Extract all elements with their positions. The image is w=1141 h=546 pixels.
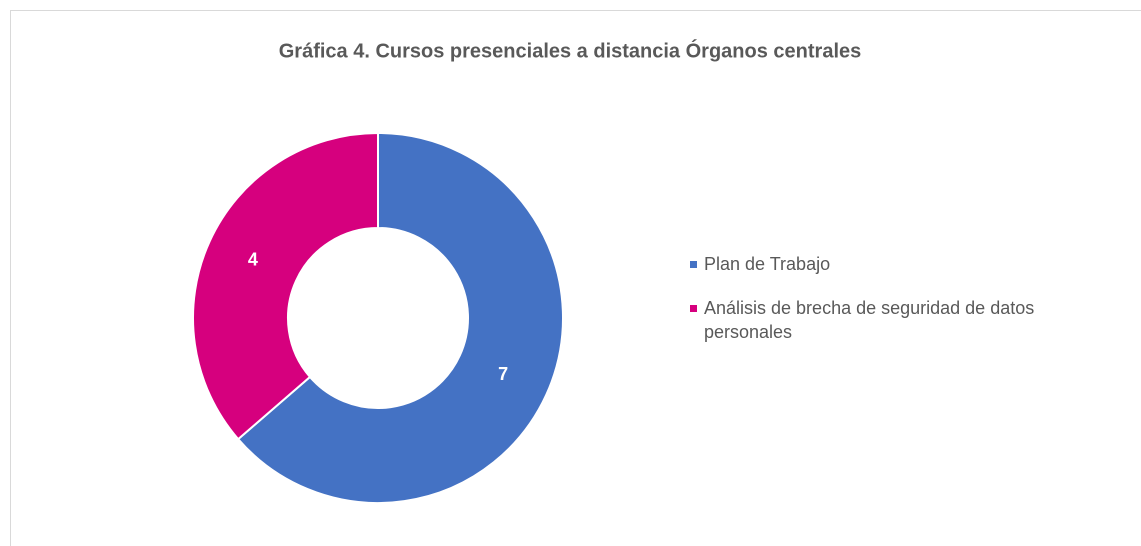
data-label: 7 bbox=[498, 364, 508, 384]
donut-slice bbox=[236, 131, 564, 504]
legend-item: Análisis de brecha de seguridad de datos… bbox=[690, 296, 1090, 344]
chart-title: Gráfica 4. Cursos presenciales a distanc… bbox=[279, 38, 862, 62]
legend-swatch bbox=[690, 305, 697, 312]
legend-label: Plan de Trabajo bbox=[704, 254, 831, 274]
legend-swatch bbox=[690, 261, 697, 268]
legend: Plan de Trabajo Análisis de brecha de seg… bbox=[690, 252, 1090, 364]
legend-label: Análisis de brecha de seguridad de datos… bbox=[704, 298, 1035, 342]
donut-slice bbox=[192, 131, 379, 441]
chart-border bbox=[10, 10, 1141, 546]
legend-item: Plan de Trabajo bbox=[690, 252, 1090, 276]
data-label: 4 bbox=[248, 250, 258, 270]
